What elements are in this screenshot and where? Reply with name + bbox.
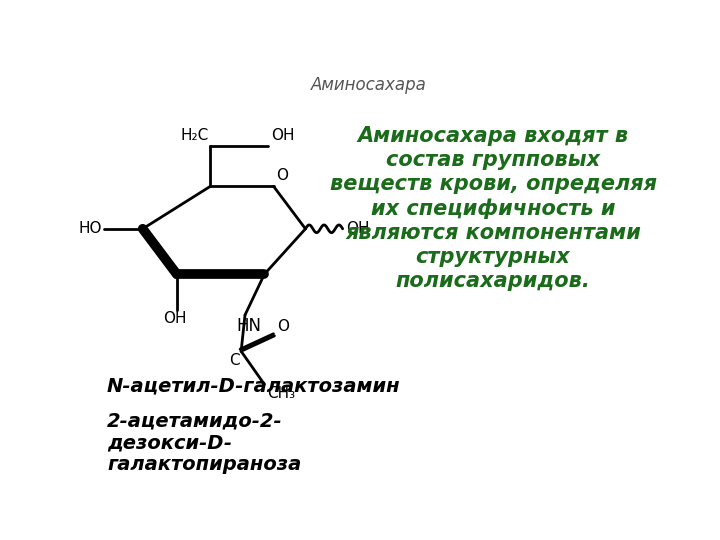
Text: HO: HO — [79, 221, 102, 237]
Text: 2-ацетамидо-2-
дезокси-D-
галактопираноза: 2-ацетамидо-2- дезокси-D- галактопираноз… — [107, 411, 301, 474]
Text: Аминосахара входят в
состав групповых
веществ крови, определяя
их специфичность : Аминосахара входят в состав групповых ве… — [330, 126, 657, 291]
Text: O: O — [277, 319, 289, 334]
Text: H₂C: H₂C — [180, 129, 209, 143]
Text: O: O — [276, 167, 288, 183]
Text: OH: OH — [163, 311, 186, 326]
Text: Аминосахара: Аминосахара — [311, 76, 427, 94]
Text: OH: OH — [346, 221, 369, 237]
Text: N-ацетил-D-галактозамин: N-ацетил-D-галактозамин — [107, 377, 400, 396]
Text: C: C — [229, 353, 240, 368]
Text: HN: HN — [236, 316, 261, 335]
Text: OH: OH — [271, 129, 295, 143]
Text: CH₃: CH₃ — [266, 386, 294, 401]
